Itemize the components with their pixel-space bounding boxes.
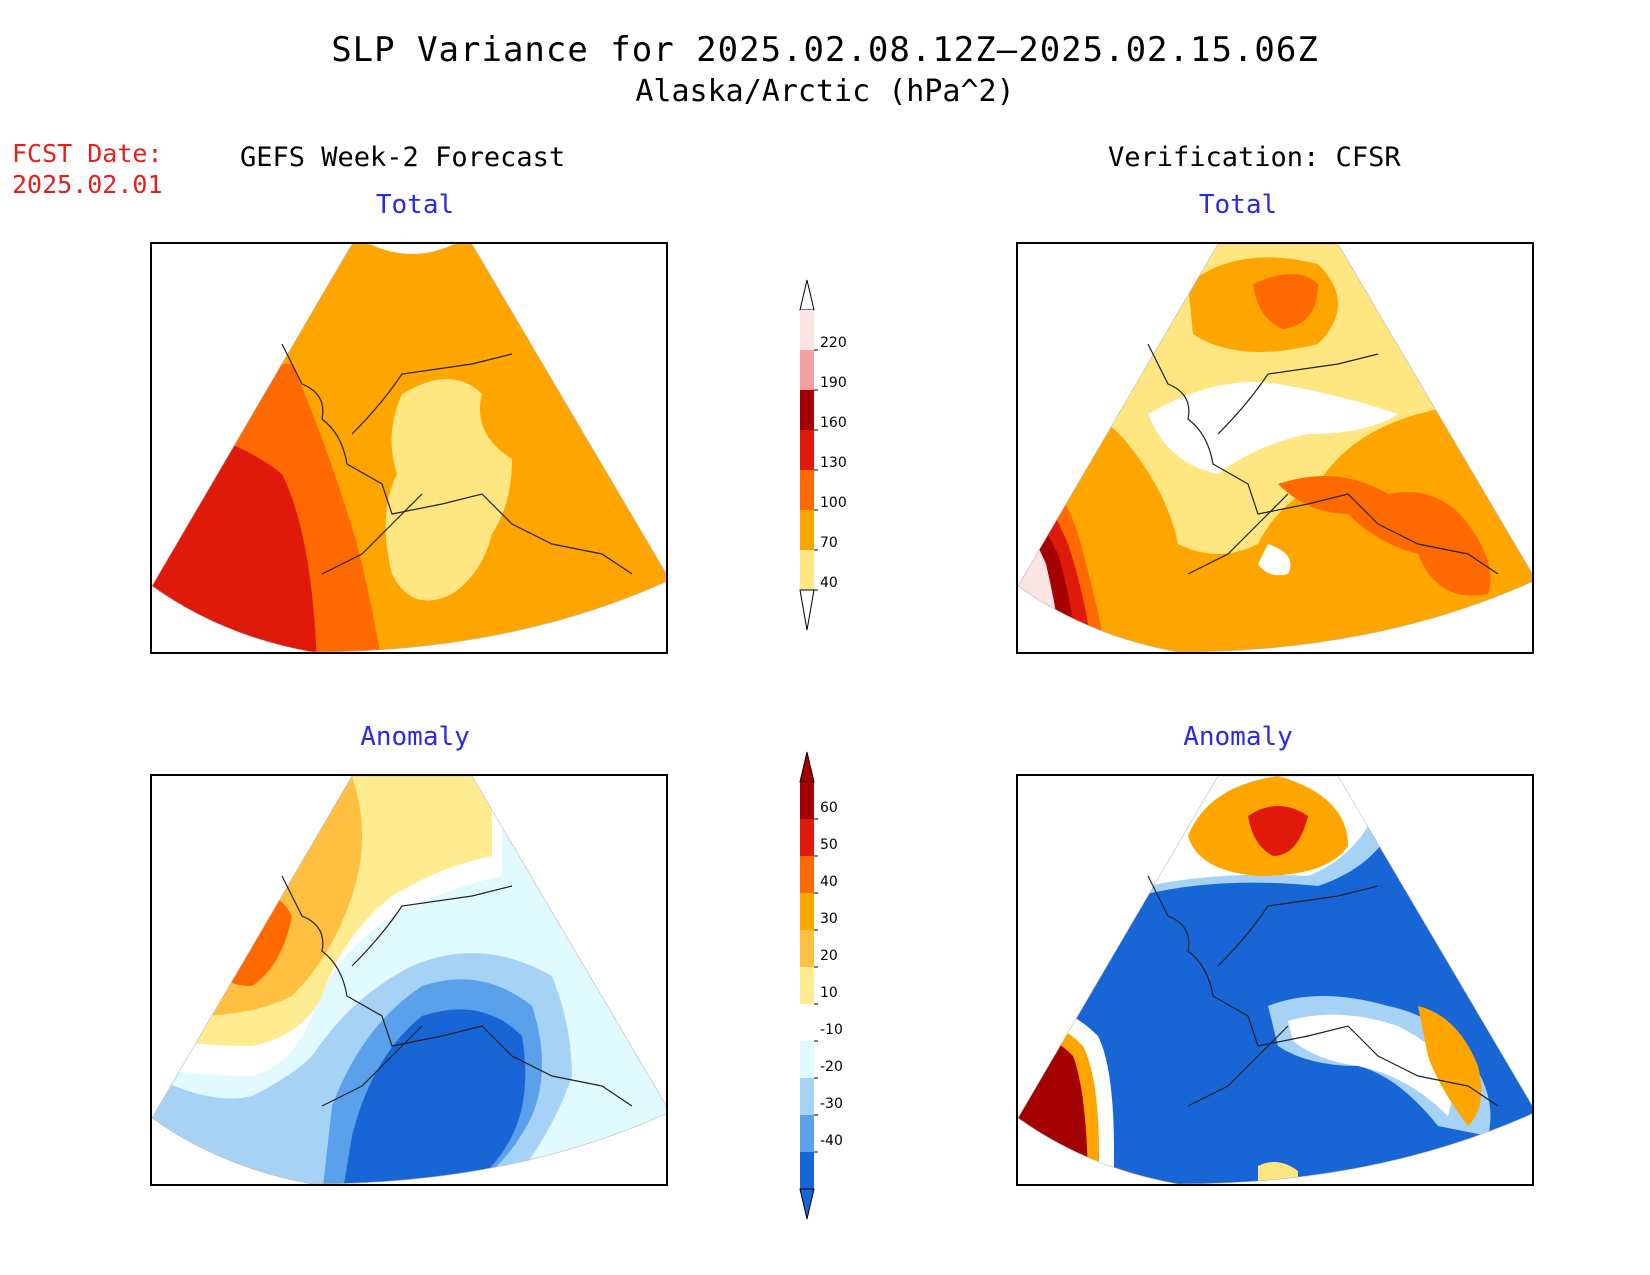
total-colorbar-tick-label: 220: [820, 335, 847, 351]
forecast-total-map: [150, 242, 668, 654]
figure-subtitle: Alaska/Arctic (hPa^2): [635, 74, 1015, 109]
total-colorbar-tick-label: 130: [820, 455, 847, 471]
forecast-date-label: FCST Date:: [12, 139, 163, 168]
anomaly-colorbar-segment: [800, 1041, 814, 1078]
forecast-total-subtitle: Total: [375, 190, 455, 220]
anomaly-colorbar-top-arrow: [799, 751, 815, 783]
total-colorbar-segment: [800, 470, 814, 510]
forecast-column-header: GEFS Week-2 Forecast: [240, 142, 566, 173]
anomaly-colorbar-tick-label: 10: [820, 985, 838, 1001]
total-colorbar-segment: [800, 430, 814, 470]
total-colorbar-tick-label: 40: [820, 575, 838, 591]
anomaly-colorbar-segment: [800, 782, 814, 819]
total-colorbar-segment: [800, 550, 814, 590]
anomaly-colorbar: 60 50 40 30 20 10 -10 -20 -30 -40: [799, 751, 870, 1220]
anomaly-colorbar-tick-label: -30: [820, 1096, 843, 1112]
anomaly-colorbar-tick-label: 50: [820, 837, 838, 853]
anomaly-colorbar-tick-label: 30: [820, 911, 838, 927]
forecast-anomaly-subtitle: Anomaly: [360, 722, 470, 752]
anomaly-colorbar-segment: [800, 967, 814, 1004]
total-colorbar-tick-label: 190: [820, 375, 847, 391]
total-colorbar-segment: [800, 510, 814, 550]
verification-total-subtitle: Total: [1198, 190, 1278, 220]
verification-anomaly-subtitle: Anomaly: [1183, 722, 1293, 752]
anomaly-colorbar-segment: [800, 1115, 814, 1152]
anomaly-colorbar-tick-label: -40: [820, 1133, 843, 1149]
anomaly-colorbar-tick-label: -20: [820, 1059, 843, 1075]
anomaly-colorbar-segment: [800, 1004, 814, 1041]
anomaly-colorbar-segment: [800, 856, 814, 893]
verification-anomaly-map: [1016, 774, 1534, 1186]
anomaly-colorbar-segment: [800, 819, 814, 856]
verification-column-header: Verification: CFSR: [1108, 142, 1401, 173]
anomaly-colorbar-segment: [800, 893, 814, 930]
verification-total-map: [1016, 242, 1534, 654]
total-colorbar-tick-label: 100: [820, 495, 847, 511]
anomaly-colorbar-segment: [800, 1152, 814, 1189]
forecast-date-value: 2025.02.01: [12, 170, 163, 199]
total-colorbar-segment: [800, 390, 814, 430]
forecast-anomaly-map: [150, 774, 668, 1186]
total-colorbar: 220 190 160 130 100 70 40: [799, 279, 870, 631]
anomaly-colorbar-bottom-arrow: [799, 1188, 815, 1220]
total-colorbar-segment: [800, 310, 814, 350]
figure-title: SLP Variance for 2025.02.08.12Z–2025.02.…: [331, 30, 1319, 70]
total-colorbar-tick-label: 160: [820, 415, 847, 431]
anomaly-colorbar-tick-label: 20: [820, 948, 838, 964]
total-colorbar-tick-label: 70: [820, 535, 838, 551]
forecast-date-block: FCST Date: 2025.02.01: [12, 138, 163, 200]
total-colorbar-top-arrow: [799, 279, 815, 311]
anomaly-colorbar-tick-label: 40: [820, 874, 838, 890]
anomaly-colorbar-tick-label: 60: [820, 800, 838, 816]
total-colorbar-bottom-arrow: [799, 589, 815, 631]
anomaly-colorbar-segment: [800, 930, 814, 967]
total-colorbar-segment: [800, 350, 814, 390]
anomaly-colorbar-segment: [800, 1078, 814, 1115]
anomaly-colorbar-tick-label: -10: [820, 1022, 843, 1038]
